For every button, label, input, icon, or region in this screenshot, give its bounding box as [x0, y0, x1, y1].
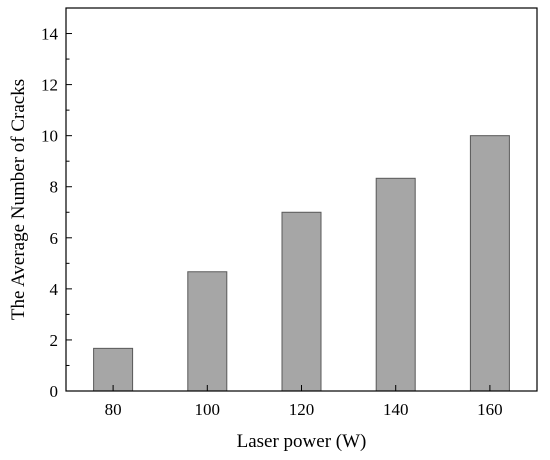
x-tick-label: 140	[383, 400, 409, 419]
y-tick-label: 14	[41, 25, 59, 44]
y-tick-label: 4	[50, 280, 59, 299]
plot-frame	[65, 7, 538, 392]
y-tick-label: 2	[50, 331, 59, 350]
bar-140	[375, 177, 416, 392]
y-tick-label: 12	[41, 76, 58, 95]
x-axis-title: Laser power (W)	[237, 431, 367, 452]
y-axis-title: The Average Number of Cracks	[8, 79, 29, 320]
y-axis-ticks: 0 2 4 6 8 10 12 14	[41, 25, 72, 401]
bar-160	[469, 135, 510, 392]
y-tick-label: 0	[50, 382, 59, 401]
x-axis-ticks: 80 100 120 140 160	[105, 385, 503, 419]
x-tick-label: 100	[195, 400, 221, 419]
bar-80	[93, 347, 134, 392]
bar-120	[281, 211, 322, 392]
x-tick-label: 80	[105, 400, 122, 419]
x-tick-label: 160	[477, 400, 503, 419]
y-tick-label: 6	[50, 229, 59, 248]
y-tick-label: 8	[50, 178, 59, 197]
x-tick-label: 120	[289, 400, 315, 419]
y-tick-label: 10	[41, 127, 58, 146]
bar-100	[187, 271, 228, 392]
bars-layer	[93, 135, 510, 392]
